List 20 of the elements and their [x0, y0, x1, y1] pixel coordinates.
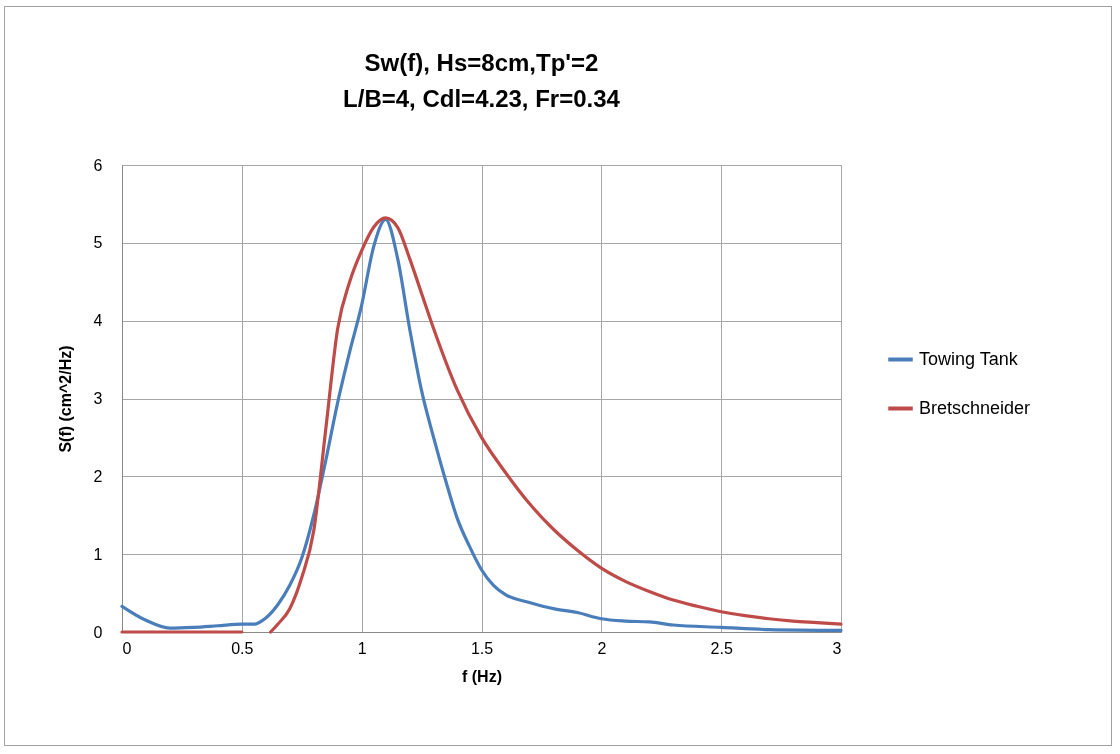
x-tick-label: 1.5 — [470, 639, 494, 657]
text: Sw(f), Hs=8cm,Tp'=2 — [364, 49, 599, 76]
x-tick-label: 1 — [357, 639, 367, 657]
x-tick-label: 2 — [597, 639, 607, 657]
y-tick-label: 1 — [93, 545, 103, 563]
y-tick-label: 6 — [93, 156, 103, 174]
legend-label: Towing Tank — [919, 348, 1019, 369]
y-tick-label: 0 — [93, 623, 103, 641]
y-tick-label: 4 — [93, 312, 103, 330]
x-tick-label: 0.5 — [231, 639, 254, 657]
x-tick-label: 3 — [832, 639, 842, 657]
text: L/B=4, Cdl=4.23, Fr=0.34 — [343, 85, 620, 112]
x-tick-label: 2.5 — [710, 639, 733, 657]
x-tick-label: 0 — [122, 639, 132, 657]
x-axis-title: f (Hz) — [462, 667, 502, 685]
y-tick-label: 3 — [93, 390, 103, 407]
legend-label: Bretschneider — [919, 397, 1031, 418]
y-axis-title: S(f) (cm^2/Hz) — [56, 345, 74, 453]
y-tick-label: 2 — [93, 467, 103, 485]
y-tick-label: 5 — [93, 234, 103, 252]
